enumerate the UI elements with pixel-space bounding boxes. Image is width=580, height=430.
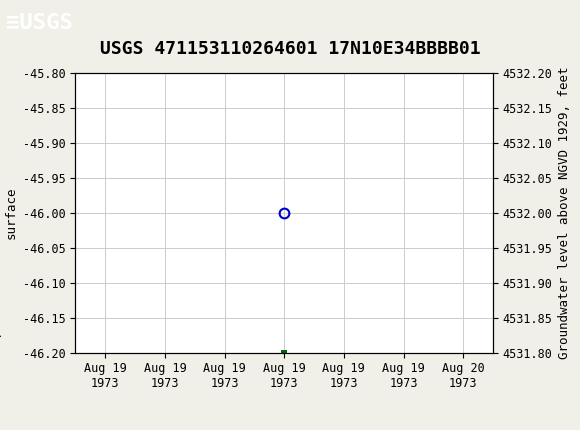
- Text: USGS 471153110264601 17N10E34BBBB01: USGS 471153110264601 17N10E34BBBB01: [100, 40, 480, 58]
- Y-axis label: Groundwater level above NGVD 1929, feet: Groundwater level above NGVD 1929, feet: [558, 67, 571, 359]
- Y-axis label: Depth to water level, feet below land
surface: Depth to water level, feet below land su…: [0, 74, 17, 352]
- Text: ≡USGS: ≡USGS: [6, 12, 72, 33]
